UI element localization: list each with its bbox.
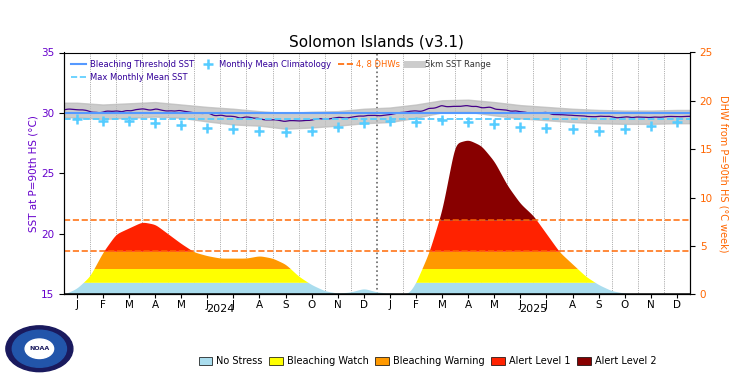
Bar <box>142 294 168 299</box>
Bar <box>455 294 482 299</box>
Bar <box>351 294 376 299</box>
Circle shape <box>6 326 73 372</box>
Legend: No Stress, Bleaching Watch, Bleaching Warning, Alert Level 1, Alert Level 2: No Stress, Bleaching Watch, Bleaching Wa… <box>195 352 660 370</box>
Bar <box>116 294 142 299</box>
Title: Solomon Islands (v3.1): Solomon Islands (v3.1) <box>290 35 464 50</box>
Y-axis label: SST at P=90th HS (°C): SST at P=90th HS (°C) <box>28 115 38 232</box>
Bar <box>247 294 272 299</box>
Circle shape <box>26 339 54 358</box>
Bar <box>288 294 298 299</box>
Bar <box>482 294 507 299</box>
Bar <box>507 294 690 299</box>
Bar <box>220 294 247 299</box>
Bar <box>194 294 220 299</box>
Y-axis label: DHW from P=90th HS (°C week): DHW from P=90th HS (°C week) <box>718 95 728 252</box>
Text: NOAA: NOAA <box>29 346 50 351</box>
Bar <box>325 294 351 299</box>
Text: 2024: 2024 <box>206 304 235 314</box>
Bar <box>64 294 90 299</box>
Bar <box>272 294 288 299</box>
Bar <box>429 294 455 299</box>
Circle shape <box>12 330 67 367</box>
Bar <box>298 294 325 299</box>
Bar <box>168 294 194 299</box>
Text: 2025: 2025 <box>519 304 548 314</box>
Bar <box>403 294 429 299</box>
Bar <box>376 294 403 299</box>
Legend: Bleaching Threshold SST, Max Monthly Mean SST, Monthly Mean Climatology, 4, 8 DH: Bleaching Threshold SST, Max Monthly Mea… <box>68 57 494 86</box>
Bar <box>90 294 116 299</box>
